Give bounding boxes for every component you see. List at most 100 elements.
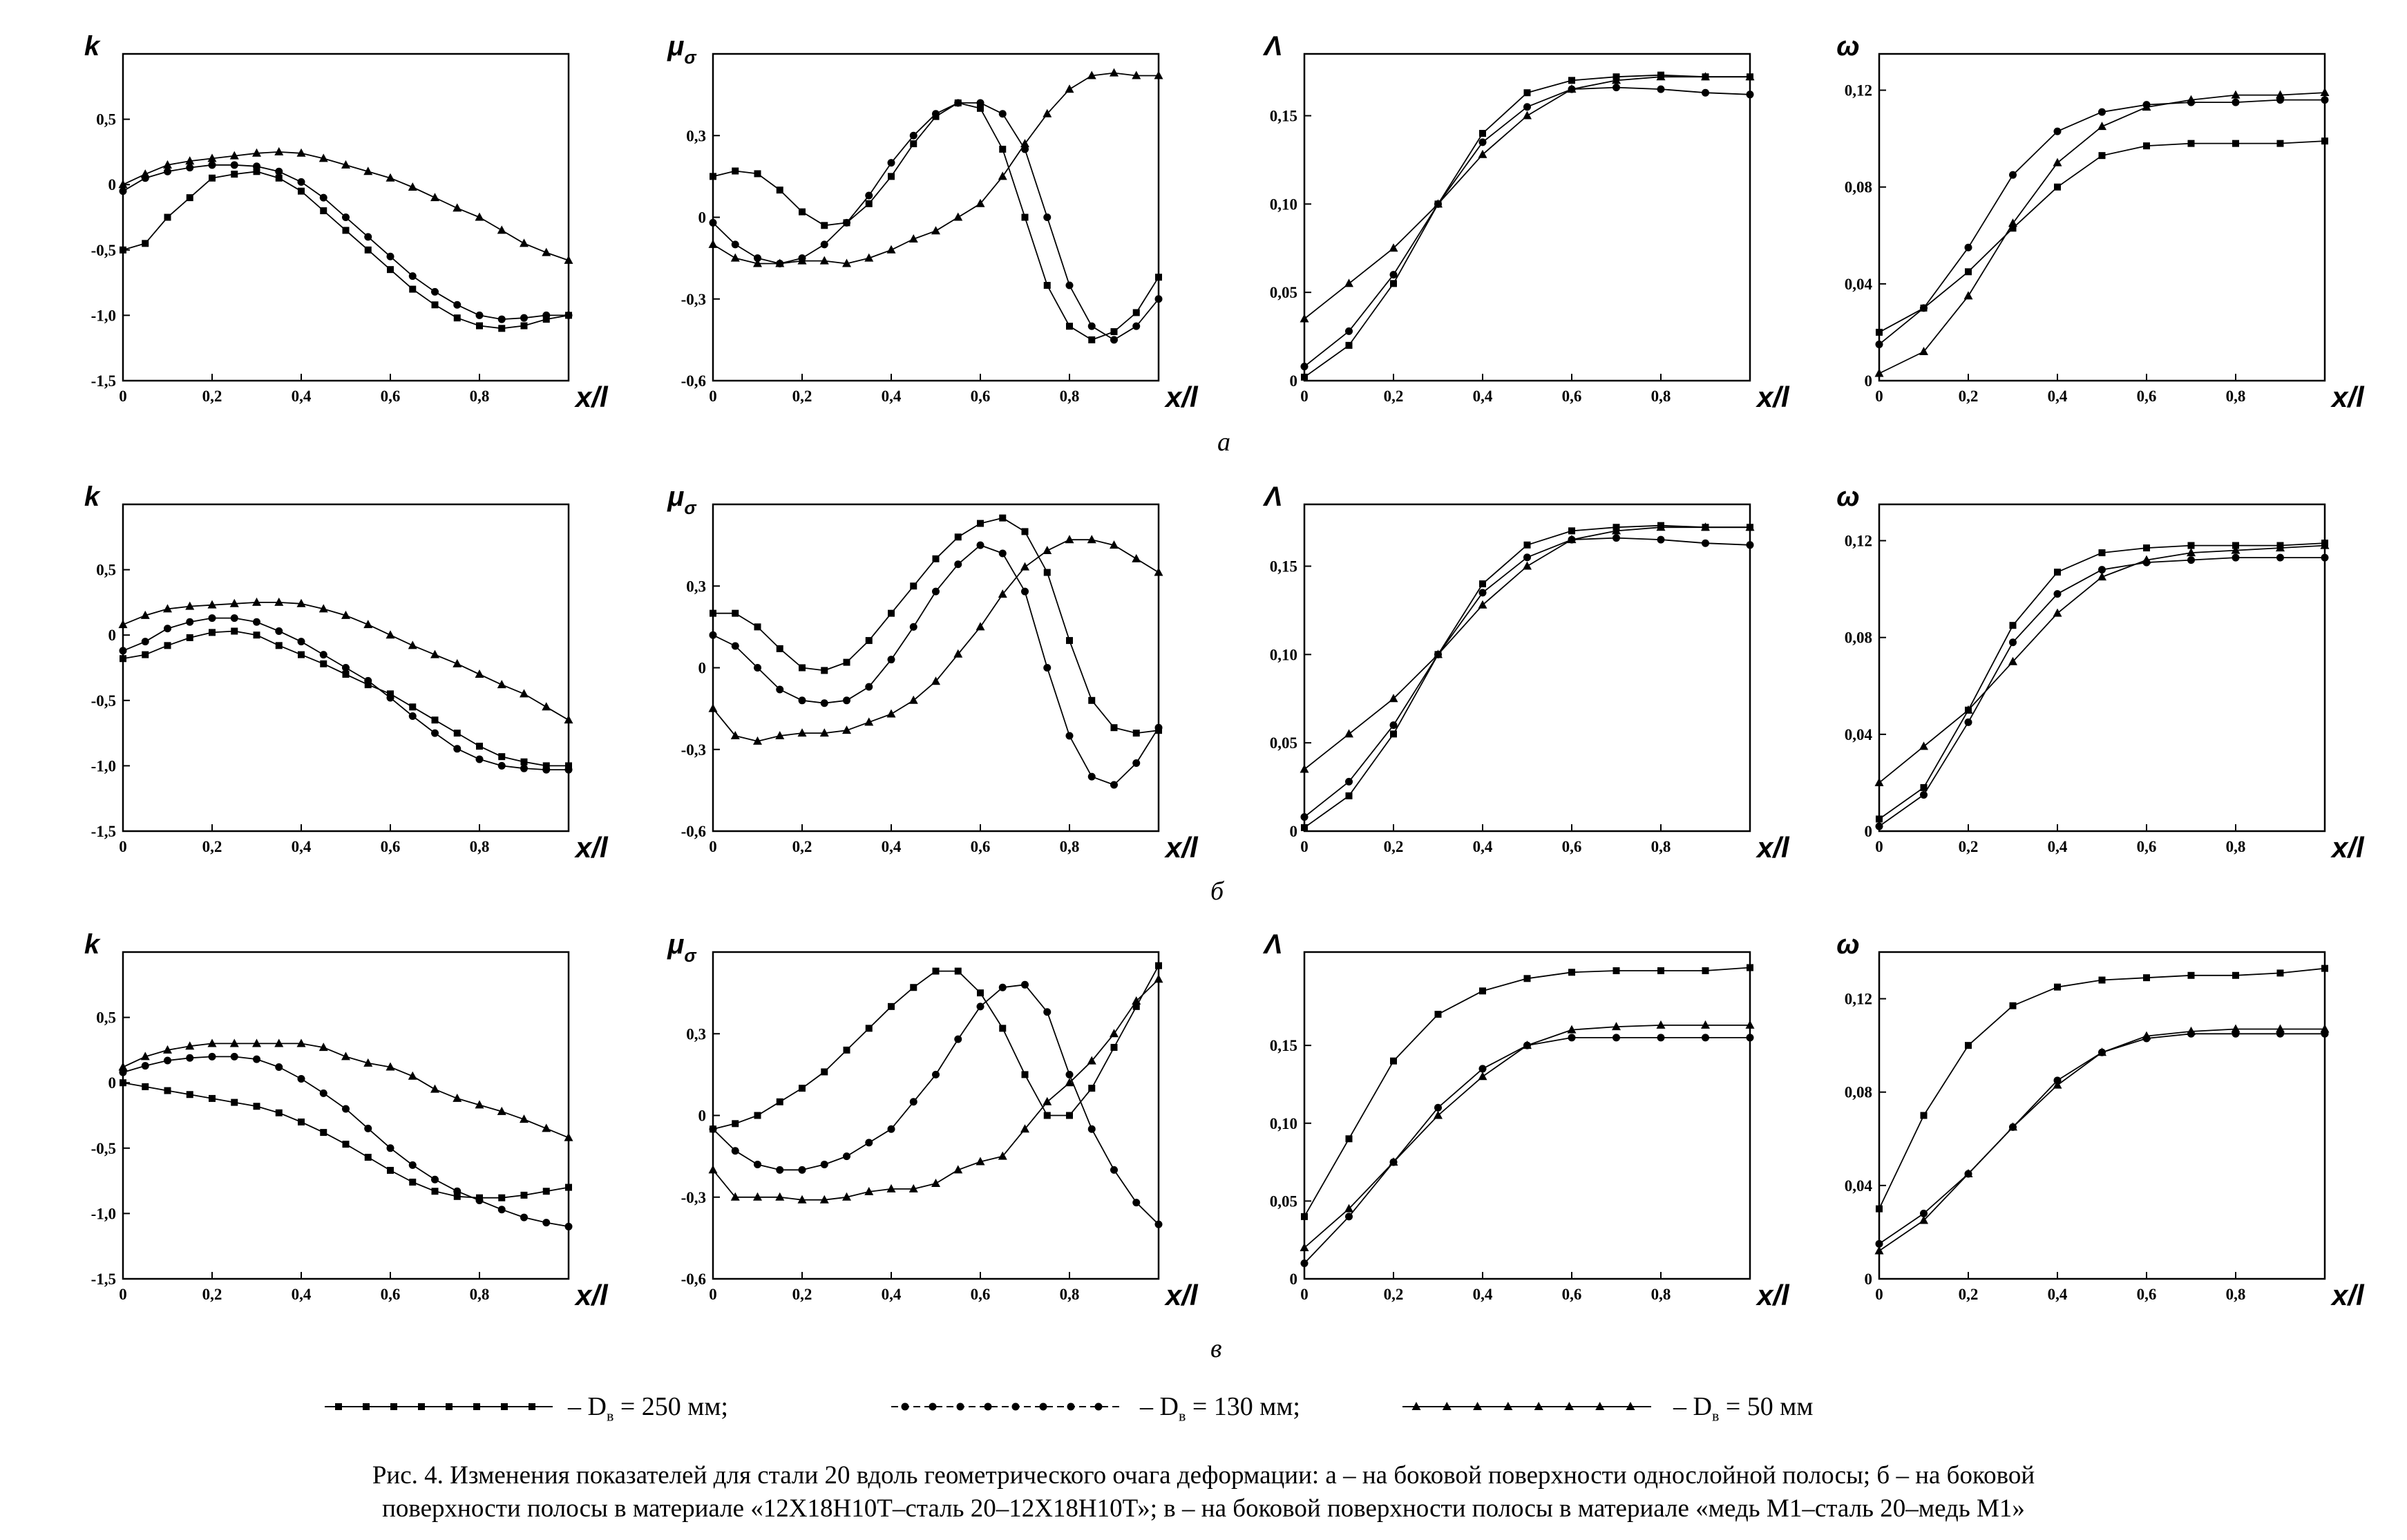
data-point-circle bbox=[865, 191, 873, 200]
data-point-circle bbox=[976, 541, 984, 549]
data-point-triangle bbox=[207, 1038, 217, 1047]
x-axis-label: x/l bbox=[2330, 1279, 2365, 1311]
data-point-square bbox=[1965, 1042, 1972, 1049]
data-point-square bbox=[1110, 1043, 1118, 1051]
series-line-circle bbox=[122, 164, 569, 321]
x-tick-label: 0,8 bbox=[1060, 388, 1080, 405]
data-point-circle bbox=[186, 164, 194, 172]
data-point-circle bbox=[754, 1160, 761, 1168]
data-point-circle bbox=[1875, 822, 1883, 830]
data-point-square bbox=[520, 322, 528, 330]
y-tick-label: -0,6 bbox=[681, 1271, 706, 1288]
y-axis-label: k bbox=[84, 31, 101, 61]
data-point-circle bbox=[1523, 103, 1531, 111]
series-line-circle bbox=[712, 544, 1159, 786]
data-point-triangle bbox=[207, 153, 217, 162]
data-point-square bbox=[1479, 130, 1486, 137]
data-point-square bbox=[865, 637, 873, 645]
data-point-circle bbox=[1746, 1034, 1754, 1042]
data-point-square bbox=[1390, 730, 1397, 738]
data-point-triangle bbox=[1656, 1020, 1666, 1029]
data-point-circle bbox=[2053, 590, 2062, 598]
data-point-circle bbox=[431, 287, 439, 296]
chart-3-2: -0,6 -0,3 0 0,3 0 0,2 0,4 0,6 0,8 μσ x/l bbox=[667, 929, 1199, 1311]
y-tick-label: -0,3 bbox=[681, 741, 706, 759]
data-point-triangle bbox=[1300, 764, 1309, 773]
y-axis-label: k bbox=[84, 929, 101, 960]
data-point-square bbox=[1390, 1057, 1397, 1065]
data-point-square bbox=[932, 555, 940, 562]
legend-marker bbox=[1564, 1402, 1574, 1410]
data-point-circle bbox=[976, 1002, 984, 1011]
data-point-triangle bbox=[730, 1192, 740, 1201]
data-point-circle bbox=[1345, 327, 1353, 335]
data-point-square bbox=[164, 1087, 171, 1094]
data-point-circle bbox=[1065, 1070, 1074, 1078]
legend-marker-square bbox=[325, 1403, 553, 1410]
data-point-circle bbox=[342, 664, 350, 672]
legend: – Dв = 250 мм; – Dв = 130 мм; – Dв = 50 … bbox=[318, 1382, 1907, 1437]
chart-2-1: -1,5 -1,0 -0,5 0 0,5 0 0,2 0,4 0,6 0,8 k x/l bbox=[84, 482, 609, 864]
data-point-circle bbox=[865, 1139, 873, 1147]
legend-marker-circle bbox=[891, 1403, 1119, 1411]
data-point-circle bbox=[564, 311, 573, 319]
data-point-triangle bbox=[1020, 562, 1029, 571]
series-line-triangle bbox=[1878, 544, 2325, 783]
x-axis-label: x/l bbox=[1164, 831, 1199, 864]
plot-frame bbox=[122, 951, 570, 1280]
data-point-square bbox=[1110, 328, 1118, 336]
chart-2-2: -0,6 -0,3 0 0,3 0 0,2 0,4 0,6 0,8 μσ x/l bbox=[667, 482, 1199, 864]
data-point-circle bbox=[1110, 1166, 1118, 1174]
data-point-circle bbox=[731, 240, 739, 249]
y-tick-label: -0,5 bbox=[91, 692, 116, 710]
data-point-triangle bbox=[1110, 1029, 1119, 1038]
data-point-circle bbox=[865, 683, 873, 691]
data-point-circle bbox=[932, 1070, 940, 1078]
x-tick-label: 0,8 bbox=[2226, 838, 2246, 855]
data-point-square bbox=[910, 140, 917, 148]
data-point-square bbox=[364, 681, 372, 689]
data-point-square bbox=[453, 730, 461, 737]
data-point-square bbox=[821, 667, 828, 674]
x-tick-label: 0,8 bbox=[1651, 1286, 1671, 1303]
x-tick-label: 0,6 bbox=[971, 388, 991, 405]
series-line-square bbox=[122, 630, 569, 767]
y-tick-label: 0 bbox=[1865, 372, 1873, 390]
data-point-square bbox=[275, 1109, 283, 1116]
data-point-circle bbox=[1132, 322, 1141, 330]
data-point-triangle bbox=[1132, 996, 1141, 1005]
plot-frame bbox=[1303, 503, 1751, 833]
x-tick-label: 0 bbox=[1875, 838, 1883, 855]
data-point-triangle bbox=[2320, 540, 2330, 549]
plot-frame bbox=[712, 53, 1160, 382]
data-point-square bbox=[2232, 542, 2239, 549]
y-tick-label: 0,10 bbox=[1270, 646, 1297, 663]
legend-marker bbox=[473, 1403, 480, 1410]
x-tick-label: 0,6 bbox=[381, 388, 401, 405]
data-point-circle bbox=[230, 161, 238, 169]
data-point-circle bbox=[1964, 718, 1972, 726]
data-point-square bbox=[999, 1025, 1007, 1032]
data-point-triangle bbox=[363, 620, 373, 629]
data-point-triangle bbox=[1701, 522, 1710, 531]
x-tick-label: 0,2 bbox=[202, 388, 222, 405]
legend-marker bbox=[1595, 1402, 1605, 1410]
x-tick-label: 0,6 bbox=[1562, 838, 1582, 855]
caption-line-2: поверхности полосы в материале «12Х18Н10… bbox=[382, 1494, 2025, 1523]
x-tick-label: 0,2 bbox=[202, 838, 222, 855]
data-point-circle bbox=[319, 1089, 327, 1097]
data-point-triangle bbox=[2142, 102, 2151, 111]
y-tick-label: 0 bbox=[698, 209, 707, 227]
data-point-circle bbox=[1043, 664, 1052, 672]
data-point-triangle bbox=[363, 167, 373, 175]
data-point-triangle bbox=[1132, 70, 1141, 79]
data-point-triangle bbox=[1567, 535, 1577, 544]
data-point-square bbox=[476, 322, 483, 330]
data-point-circle bbox=[1964, 243, 1972, 251]
data-point-square bbox=[1110, 724, 1118, 732]
x-tick-label: 0,6 bbox=[971, 1286, 991, 1303]
x-tick-label: 0,6 bbox=[381, 1286, 401, 1303]
y-tick-label: 0 bbox=[108, 1074, 117, 1092]
data-point-square bbox=[776, 645, 783, 652]
legend-label-50: – Dв = 50 мм bbox=[1673, 1392, 1814, 1425]
